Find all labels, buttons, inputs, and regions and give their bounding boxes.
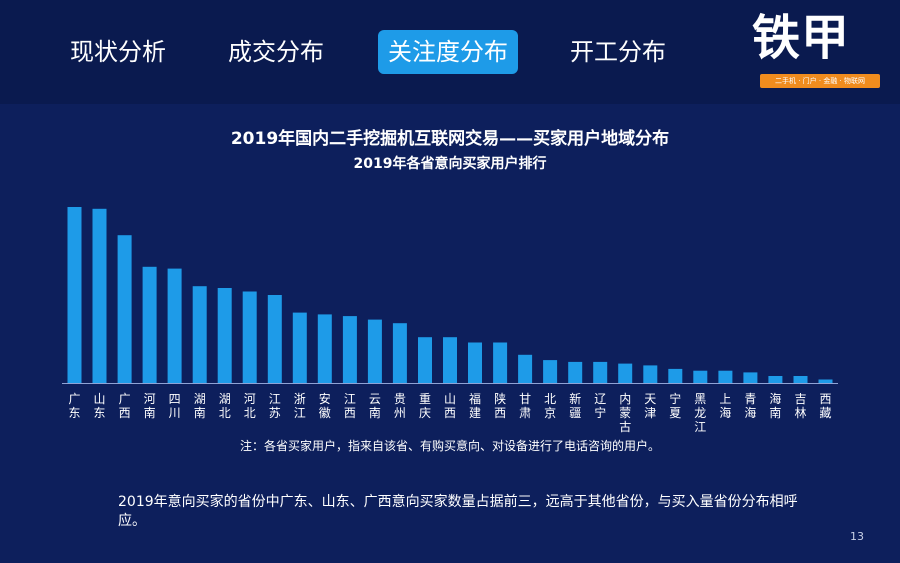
bar-21: [593, 361, 608, 383]
bar-20: [568, 361, 583, 383]
bar-3: [142, 266, 157, 383]
bar-10: [317, 314, 332, 383]
category-label-21: 辽宁: [594, 392, 606, 420]
bar-29: [793, 376, 808, 383]
category-label-15: 山西: [444, 392, 456, 420]
top-banner: 现状分析 成交分布 关注度分布 开工分布 铁甲 二手机 · 门户 · 金融 · …: [0, 0, 900, 104]
category-label-13: 贵州: [394, 392, 406, 420]
tab-attention-distribution[interactable]: 关注度分布: [378, 30, 518, 74]
category-label-26: 上海: [719, 392, 731, 420]
category-label-24: 宁夏: [669, 391, 681, 420]
category-label-9: 浙江: [294, 392, 306, 420]
bar-1: [92, 208, 107, 383]
bar-19: [543, 360, 558, 383]
bar-17: [493, 342, 508, 383]
page-number: 13: [850, 530, 864, 543]
bar-26: [718, 370, 733, 383]
category-label-29: 吉林: [794, 392, 806, 420]
bar-9: [292, 312, 307, 383]
bar-15: [443, 337, 457, 383]
tab-status-analysis[interactable]: 现状分析: [70, 38, 166, 66]
bar-8: [267, 295, 282, 383]
bar-22: [618, 363, 633, 383]
bar-11: [342, 316, 357, 383]
bar-7: [242, 291, 257, 383]
bar-25: [693, 370, 708, 383]
brand-logo: 铁甲 二手机 · 门户 · 金融 · 物联网: [744, 6, 886, 90]
category-label-11: 江西: [344, 392, 356, 420]
chart-note: 注：各省买家用户，指来自该省、有购买意向、对设备进行了电话咨询的用户。: [239, 439, 660, 453]
logo-tagline: 二手机 · 门户 · 金融 · 物联网: [760, 74, 880, 88]
tab-deal-distribution[interactable]: 成交分布: [228, 38, 324, 66]
bar-12: [367, 319, 382, 383]
category-label-0: 广东: [68, 392, 80, 420]
category-label-8: 江苏: [269, 392, 281, 420]
category-label-10: 安徽: [319, 391, 331, 420]
category-label-25: 黑龙江: [694, 392, 706, 434]
logo-text: 铁甲: [752, 10, 851, 66]
bar-18: [518, 354, 533, 383]
bar-30: [818, 379, 833, 383]
category-label-5: 湖南: [194, 391, 206, 420]
bar-5: [192, 286, 207, 383]
bar-0: [67, 207, 82, 383]
category-label-18: 甘肃: [519, 392, 531, 420]
category-label-16: 福建: [469, 391, 481, 420]
chart-title: 2019年国内二手挖掘机互联网交易——买家用户地域分布: [230, 129, 670, 149]
bar-28: [768, 376, 783, 383]
bar-24: [668, 368, 683, 383]
category-label-22: 内蒙古: [619, 392, 631, 434]
bar-14: [418, 337, 432, 383]
category-label-2: 广西: [119, 392, 131, 420]
category-label-28: 海南: [769, 391, 781, 420]
category-label-30: 西藏: [819, 392, 831, 420]
category-label-27: 青海: [744, 392, 756, 420]
nav-tabs: 现状分析 成交分布 关注度分布 开工分布: [0, 30, 760, 78]
chart-subtitle: 2019年各省意向买家用户排行: [353, 156, 547, 172]
category-label-6: 湖北: [219, 391, 231, 420]
category-label-4: 四川: [169, 392, 181, 420]
bar-2: [117, 235, 132, 383]
category-label-14: 重庆: [419, 392, 431, 420]
bar-13: [392, 323, 407, 383]
bar-16: [468, 342, 482, 383]
category-label-12: 云南: [369, 392, 381, 420]
bar-chart: 广东山东广西河南四川湖南湖北河北江苏浙江安徽江西云南贵州重庆山西福建陕西甘肃北京…: [62, 207, 838, 434]
category-label-23: 天津: [644, 392, 656, 420]
category-label-1: 山东: [93, 392, 105, 420]
category-label-19: 北京: [544, 392, 556, 420]
bar-23: [643, 365, 658, 383]
summary-text: 2019年意向买家的省份中广东、山东、广西意向买家数量占据前三，远高于其他省份，…: [118, 494, 798, 529]
bar-4: [167, 268, 182, 383]
category-label-3: 河南: [144, 392, 156, 420]
tab-work-distribution[interactable]: 开工分布: [570, 38, 666, 66]
category-label-17: 陕西: [494, 391, 506, 420]
category-label-20: 新疆: [569, 391, 581, 420]
category-label-7: 河北: [244, 392, 256, 420]
bar-27: [743, 372, 758, 383]
bar-6: [217, 288, 232, 383]
